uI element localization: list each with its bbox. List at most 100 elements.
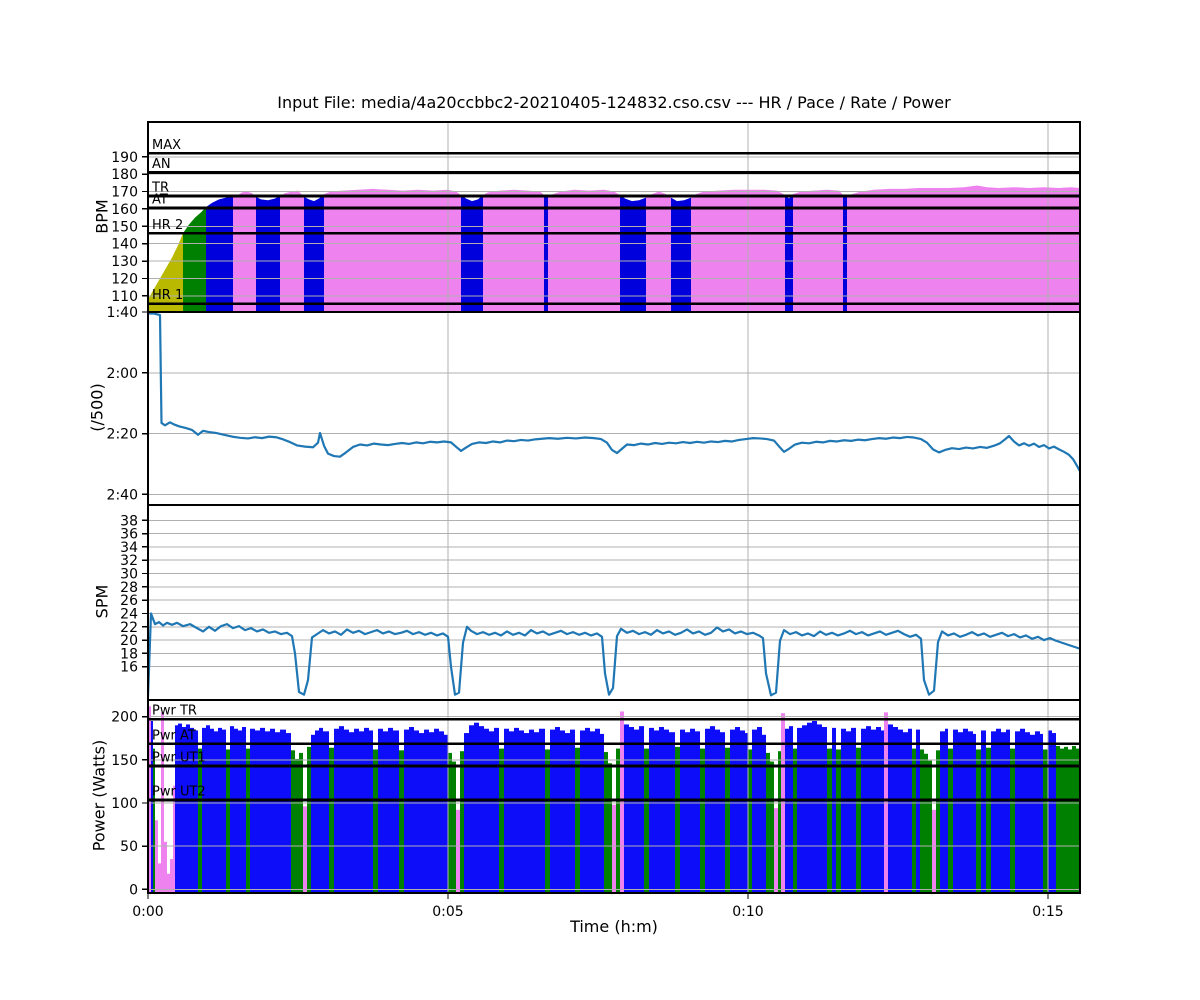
- hr-area-segment: [861, 189, 874, 312]
- zone-line-label: HR 2: [152, 218, 183, 233]
- y-tick-label: 160: [111, 202, 138, 218]
- y-tick-label: 30: [120, 567, 138, 583]
- power-area-segment: [851, 727, 856, 893]
- power-area-segment: [265, 731, 270, 893]
- power-area-segment: [817, 724, 822, 893]
- power-area-segment: [715, 729, 720, 893]
- power-area-segment: [519, 730, 524, 893]
- power-area-segment: [186, 724, 190, 893]
- power-area-segment: [474, 722, 479, 893]
- power-area-segment: [494, 727, 499, 893]
- hr-area-segment: [785, 195, 789, 312]
- hr-area-segment: [540, 191, 544, 312]
- hr-area-segment: [827, 189, 839, 312]
- x-tick-label: 0:00: [132, 904, 163, 920]
- hr-area-segment: [247, 191, 252, 312]
- hr-area-segment: [977, 185, 987, 312]
- power-area-segment: [469, 725, 474, 893]
- power-area-segment: [836, 749, 841, 893]
- power-area-segment: [893, 727, 898, 893]
- power-area-segment: [948, 748, 953, 893]
- power-area-segment: [680, 729, 685, 893]
- power-area-segment: [986, 747, 991, 893]
- power-area-segment: [634, 729, 639, 893]
- hr-area-segment: [331, 190, 343, 312]
- hr-area-segment: [298, 190, 304, 312]
- power-area-segment: [700, 748, 705, 893]
- power-area-segment: [1035, 731, 1040, 893]
- hr-area-segment: [148, 285, 156, 312]
- hr-area-segment: [433, 189, 448, 312]
- power-area-segment: [612, 804, 616, 893]
- spm-line: [148, 612, 1080, 697]
- power-area-segment: [344, 729, 349, 893]
- power-area-segment: [1072, 746, 1076, 893]
- hr-area-segment: [561, 189, 574, 312]
- power-area-segment: [178, 723, 182, 893]
- y-tick-label: 190: [111, 150, 138, 166]
- power-area-segment: [770, 761, 774, 893]
- power-area-segment: [323, 731, 329, 893]
- power-axis-label: Power (Watts): [89, 739, 109, 852]
- power-area-segment: [908, 728, 912, 893]
- power-area-segment: [846, 731, 851, 893]
- power-area-segment: [404, 729, 409, 893]
- zone-line-label: TR: [151, 180, 169, 195]
- y-tick-label: 24: [120, 606, 138, 622]
- power-area-segment: [898, 729, 903, 893]
- power-area-segment: [414, 730, 419, 893]
- power-area-segment: [932, 809, 936, 893]
- y-tick-label: 2:00: [107, 366, 138, 382]
- zone-line-label: Pwr UT1: [152, 750, 206, 765]
- power-area-segment: [238, 730, 242, 893]
- x-tick-label: 0:15: [1032, 904, 1063, 920]
- y-tick-label: 1:40: [107, 305, 138, 321]
- hr-area-segment: [319, 194, 324, 312]
- y-tick-label: 32: [120, 553, 138, 569]
- hr-area-segment: [448, 189, 456, 312]
- power-area-segment: [155, 820, 158, 893]
- hr-area-segment: [691, 194, 696, 312]
- hr-area-segment: [696, 191, 704, 312]
- hr-area-segment: [242, 191, 247, 312]
- power-area-segment: [529, 729, 534, 893]
- power-area-segment: [940, 731, 945, 893]
- power-area-segment: [785, 728, 789, 893]
- hr-area-segment: [625, 198, 632, 312]
- power-area-segment: [456, 809, 460, 893]
- x-tick-label: 0:05: [432, 904, 463, 920]
- hr-area-segment: [292, 190, 298, 312]
- time-axis-label: Time (h:m): [570, 917, 658, 936]
- power-area-segment: [545, 749, 550, 893]
- power-area-segment: [484, 728, 489, 893]
- hr-area-segment: [646, 194, 652, 312]
- power-area-segment: [991, 731, 996, 893]
- power-area-segment: [595, 728, 600, 893]
- hr-area-segment: [189, 217, 195, 312]
- power-area-segment: [924, 753, 928, 893]
- power-area-segment: [720, 732, 725, 893]
- hr-area-segment: [358, 188, 373, 312]
- hr-area-segment: [261, 199, 268, 312]
- y-tick-label: 180: [111, 167, 138, 183]
- hr-area-segment: [904, 188, 919, 312]
- power-area-segment: [1068, 749, 1072, 893]
- power-area-segment: [778, 751, 781, 893]
- power-area-segment: [953, 729, 958, 893]
- power-area-segment: [222, 729, 226, 893]
- y-tick-label: 2:40: [107, 487, 138, 503]
- hr-area-segment: [219, 197, 226, 312]
- power-area-segment: [550, 729, 555, 893]
- power-area-segment: [710, 726, 715, 893]
- power-area-segment: [214, 731, 218, 893]
- power-area-segment: [762, 734, 766, 893]
- hr-area-segment: [789, 194, 793, 312]
- power-area-segment: [832, 727, 836, 893]
- power-area-segment: [460, 751, 464, 893]
- power-area-segment: [766, 752, 770, 893]
- hr-area-segment: [164, 257, 172, 312]
- power-area-segment: [1020, 728, 1025, 893]
- hr-area-segment: [852, 191, 861, 312]
- hr-area-segment: [514, 189, 528, 312]
- power-area-segment: [1001, 732, 1006, 893]
